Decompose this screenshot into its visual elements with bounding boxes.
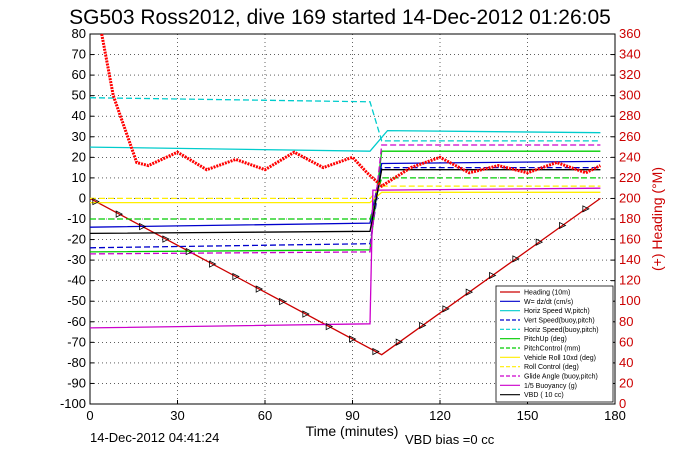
legend-label: Vert Speed(buoy,pitch) [524,318,595,325]
x-tick-label: 180 [604,408,626,423]
depth-marker [349,335,357,343]
legend-label: W= dz/dt (cm/s) [524,299,573,306]
x-axis: 0 30 60 90 120 150 180 [86,400,626,423]
depth-marker [442,305,450,313]
depth-marker [255,285,264,293]
series-line [89,169,601,235]
y-right-tick-label: 360 [619,26,641,41]
y-right-tick-label: 280 [619,108,641,123]
series-line [89,197,601,356]
legend-label: 1/5 Buoyancy (g) [524,383,577,390]
y-right-tick-label: 60 [619,334,633,349]
y-tick-label: 30 [72,129,86,144]
legend-label: Roll Control (deg) [524,364,579,371]
depth-marker [139,222,147,231]
depth-marker [559,221,567,230]
chart-title: SG503 Ross2012, dive 169 started 14-Dec-… [69,6,611,29]
y-tick-label: -10 [67,211,86,226]
y-right-tick-label: 340 [619,47,641,62]
legend-label: Heading (10m) [524,290,570,297]
y-tick-label: -30 [67,252,86,267]
y-tick-label: -100 [60,396,86,411]
right-axis: 3603403203002802602402202001801601401201… [611,26,641,411]
y-right-tick-label: 100 [619,293,641,308]
y-right-tick-label: 0 [619,396,626,411]
x-tick-label: 90 [345,408,359,423]
depth-marker [302,310,310,318]
y-right-tick-label: 200 [619,190,641,205]
footer-vbd-bias: VBD bias =0 cc [405,432,495,447]
y-tick-label: -90 [67,375,86,390]
x-axis-label: Time (minutes) [306,423,399,439]
y-tick-label: 0 [79,190,86,205]
y-tick-label: 80 [72,26,86,41]
x-tick-label: 60 [258,408,272,423]
depth-marker [92,197,100,206]
x-tick-label: 0 [86,408,93,423]
y-tick-label: -50 [67,293,86,308]
depth-marker [209,260,217,268]
series-line [89,129,601,152]
depth-marker [512,255,520,263]
y-tick-label: -40 [67,273,86,288]
depth-marker [395,338,404,346]
series-group [89,97,601,356]
right-axis-label: (+) Heading (°M) [649,167,665,271]
y-right-tick-label: 80 [619,314,633,329]
series-line [89,97,601,142]
legend-box [495,285,614,403]
y-tick-label: -70 [67,334,86,349]
depth-marker [372,347,380,356]
depth-marker [419,321,427,330]
depth-marker [535,238,544,246]
y-tick-label: -20 [67,232,86,247]
y-right-tick-label: 120 [619,273,641,288]
depth-marker [582,205,590,213]
legend-label: Vehicle Roll 10xd (deg) [524,355,596,362]
y-tick-label: 40 [72,108,86,123]
depth-marker [325,322,334,331]
y-tick-label: 50 [72,88,86,103]
legend: Heading (10m) W= dz/dt (cm/s) Horiz Speed … [495,285,614,403]
depth-marker [185,247,194,256]
y-right-tick-label: 180 [619,211,641,226]
y-right-tick-label: 160 [619,232,641,247]
y-tick-label: 10 [72,170,86,185]
depth-marker [279,297,287,306]
legend-label: PitchUp (deg) [524,336,567,343]
y-right-tick-label: 260 [619,129,641,144]
legend-label: VBD ( 10 cc) [524,392,564,399]
series-line [90,185,601,200]
heading-group [100,33,602,188]
y-tick-label: -60 [67,314,86,329]
legend-label: Glide Angle (buoy,pitch) [524,374,598,381]
y-right-tick-label: 140 [619,252,641,267]
depth-marker [162,235,170,243]
legend-label: Horiz Speed W,pitch) [524,308,590,315]
x-tick-label: 150 [517,408,539,423]
series-line [89,187,601,329]
y-right-tick-label: 320 [619,67,641,82]
y-tick-label: 60 [72,67,86,82]
y-right-tick-label: 40 [619,355,633,370]
footer-timestamp: 14-Dec-2012 04:41:24 [90,430,219,445]
y-right-tick-label: 300 [619,88,641,103]
y-tick-label: 70 [72,47,86,62]
x-tick-label: 30 [170,408,184,423]
y-tick-label: 20 [72,149,86,164]
legend-label: Horiz Speed(buoy,pitch) [524,327,599,334]
y-right-tick-label: 20 [619,375,633,390]
y-right-tick-label: 220 [619,170,641,185]
depth-marker [115,210,124,218]
x-tick-label: 120 [429,408,451,423]
depth-marker [465,288,474,296]
left-axis: 80 70 60 50 40 30 20 10 0 -10 -20 -30 -40 -50 -60 -70 -8… [60,26,94,411]
heading-line [100,33,602,188]
y-tick-label: -80 [67,355,86,370]
legend-label: PitchControl (mm) [524,346,580,353]
depth-marker [232,272,240,281]
depth-marker [489,271,497,280]
y-right-tick-label: 240 [619,149,641,164]
